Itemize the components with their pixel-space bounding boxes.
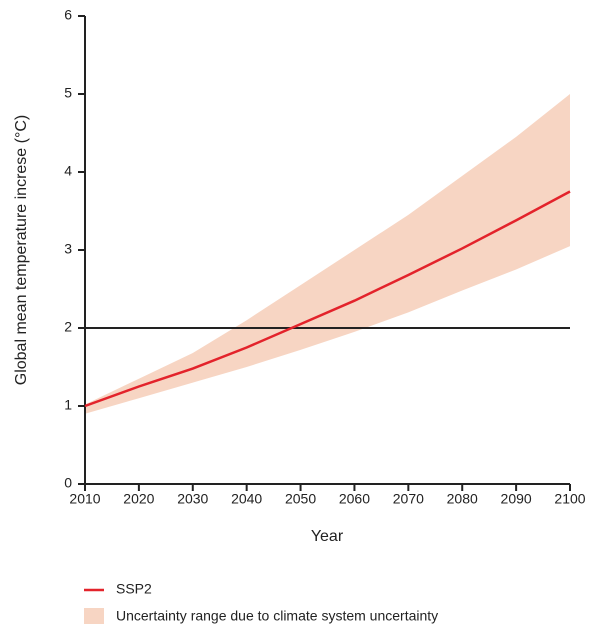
x-tick-label: 2060 [339, 491, 370, 507]
y-tick-label: 6 [64, 7, 72, 23]
y-axis-title: Global mean temperature increse (°C) [13, 115, 30, 386]
x-axis-title: Year [311, 528, 344, 545]
legend-swatch [84, 608, 104, 624]
uncertainty-band [85, 94, 570, 414]
y-tick-label: 5 [64, 85, 72, 101]
y-tick-label: 0 [64, 475, 72, 491]
x-tick-label: 2050 [285, 491, 316, 507]
x-tick-label: 2040 [231, 491, 262, 507]
y-tick-label: 2 [64, 319, 72, 335]
x-tick-label: 2100 [554, 491, 585, 507]
x-tick-label: 2070 [393, 491, 424, 507]
x-tick-label: 2030 [177, 491, 208, 507]
y-tick-label: 1 [64, 397, 72, 413]
x-tick-label: 2010 [69, 491, 100, 507]
x-tick-label: 2080 [447, 491, 478, 507]
legend-label: Uncertainty range due to climate system … [116, 608, 438, 624]
x-tick-label: 2020 [123, 491, 154, 507]
y-tick-label: 3 [64, 241, 72, 257]
legend-label: SSP2 [116, 581, 152, 597]
series-line [84, 190, 571, 408]
x-tick-label: 2090 [501, 491, 532, 507]
y-tick-label: 4 [64, 163, 72, 179]
